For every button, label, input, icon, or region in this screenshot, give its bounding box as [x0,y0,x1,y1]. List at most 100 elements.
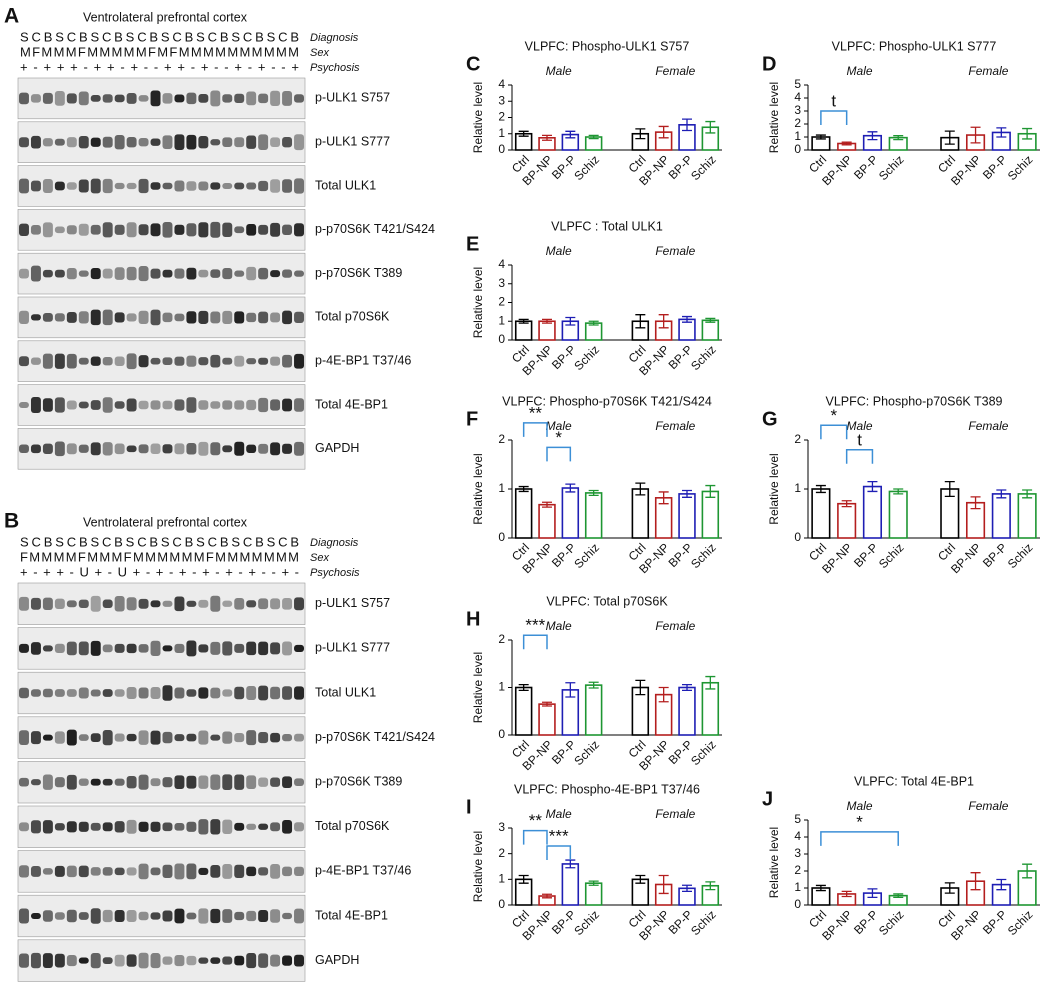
blot-band [54,353,65,369]
blot-band [246,266,257,281]
blot-band [222,94,233,103]
band-label: GAPDH [315,441,359,455]
blot-band [198,730,209,745]
blot-band [234,182,245,190]
blot-band [102,957,113,964]
y-axis-label: Relative level [471,82,485,153]
blot-band [66,443,77,455]
blot-band [90,268,101,280]
bar [678,493,696,539]
blot-band [210,90,221,107]
blot-band [78,91,89,106]
error-bar [841,890,852,898]
blot-band [222,222,233,237]
blot-band [258,397,269,413]
blot-band [246,182,257,190]
blot-band [54,912,65,920]
blot-band [66,909,77,923]
x-tick-label: Schiz [1005,907,1036,938]
blot-band [282,310,293,325]
error-bar [658,874,669,895]
blot-band [102,599,113,609]
blot-band [282,90,293,106]
blot-band [174,443,185,455]
blot-strip [17,805,306,848]
blot-band [222,819,233,834]
blot-band [198,867,209,875]
x-tick-label: BP-P [549,152,579,182]
blot-strip [17,165,306,207]
blot-band [66,600,77,608]
blot-band [126,954,137,967]
blot-band [294,954,304,967]
blot-band [222,731,233,744]
bar [631,488,650,539]
blot-band [150,268,161,279]
blot-band [66,821,77,833]
blot-band [78,223,89,236]
blot-band [162,910,173,922]
significance-label: * [555,428,562,447]
error-bar [588,134,599,140]
error-bar [815,484,826,494]
blot-band [162,182,173,190]
bar [538,503,556,539]
blot-band [186,640,197,657]
blot-band [282,179,293,193]
blot-band [234,270,245,277]
bar [991,493,1011,539]
blot-band [234,597,245,610]
blot-band [270,732,281,743]
y-tick-label: 0 [498,530,505,544]
blot-band [186,223,197,237]
blot-band [186,689,197,697]
y-tick-label: 4 [794,829,801,843]
blot-strip [17,296,306,339]
group-label: Female [655,619,695,633]
blot-band [114,443,125,455]
chart-title: VLPFC : Total ULK1 [551,219,663,233]
blot-band [258,909,269,923]
chart-title: VLPFC: Phospho-ULK1 S777 [832,39,997,53]
blot-band [90,595,101,612]
blot-title: Ventrolateral prefrontal cortex [83,515,248,529]
blot-band [258,311,269,324]
blot-band [126,597,137,611]
group-label: Female [968,419,1008,433]
blot-band [30,912,41,920]
blot-band [210,354,221,368]
error-bar [893,488,904,495]
blot-band [114,733,125,742]
blot-band [294,94,304,103]
blot-band [30,779,41,786]
blot-band [54,865,65,877]
blot-band [210,221,221,238]
group-label: Female [655,64,695,78]
x-tick-label: Schiz [688,907,719,938]
blot-band [282,224,293,236]
y-tick-label: 0 [498,142,505,156]
y-tick-label: 3 [498,820,505,834]
bar [514,488,533,539]
error-bar [658,125,669,139]
blot-band [54,181,65,191]
panel-label: I [466,796,472,818]
blot-band [54,269,65,278]
error-bar [542,893,552,899]
band-label: Total p70S6K [315,310,390,324]
blot-band [19,730,29,745]
y-axis-label: Relative level [767,827,781,898]
panel-label: G [762,408,778,430]
blot-band [90,778,101,786]
blot-band [294,311,304,324]
blot-band [294,441,304,456]
blot-band [162,600,173,607]
blot-band [246,358,257,365]
blot-band [126,643,137,654]
group-label: Female [968,64,1008,78]
x-tick-label: Schiz [571,342,602,373]
blot-band [102,94,113,103]
significance-label: *** [549,826,569,845]
blot-band [234,955,245,966]
blot-band [258,867,269,876]
